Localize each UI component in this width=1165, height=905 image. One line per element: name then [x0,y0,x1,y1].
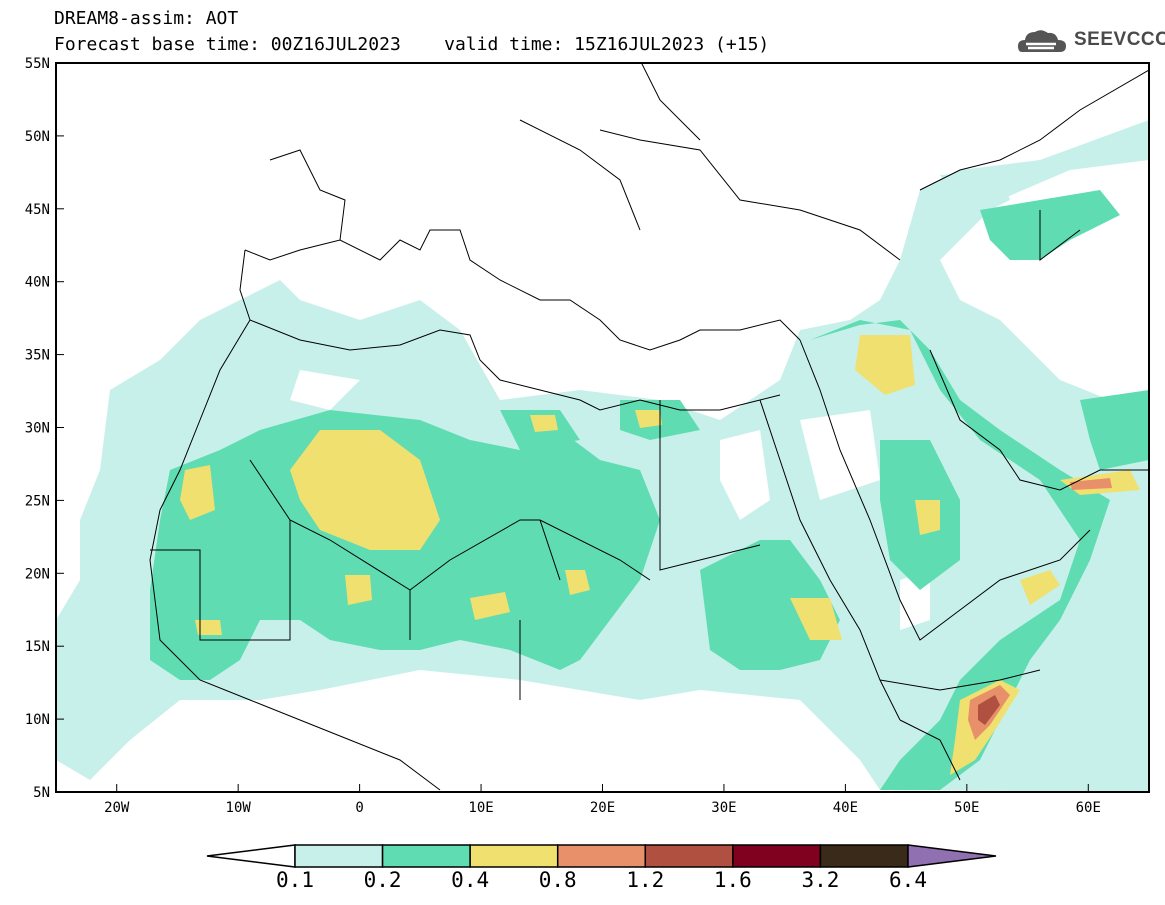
lat-label-30N: 30N [25,421,50,437]
lat-label-35N: 35N [25,348,50,364]
colorbar-label: 1.2 [626,868,665,892]
lon-label-0: 0 [355,800,363,816]
logo-text: SEEVCCC [1074,29,1165,50]
colorbar-label: 0.8 [538,868,577,892]
lon-label-50E: 50E [954,800,979,816]
colorbar-label: 6.4 [889,868,927,892]
forecast-time-subtitle: Forecast base time: 00Z16JUL2023 valid t… [54,34,770,55]
lon-label-10W: 10W [226,800,252,816]
aot-contour-fill [56,120,1149,792]
colorbar-box [556,844,647,868]
lon-label-30E: 30E [711,800,736,816]
colorbar-label: 0.4 [451,868,490,892]
colorbar-high-arrow [907,844,997,868]
colorbar-box [469,844,559,868]
colorbar-box [644,844,734,868]
lon-label-60E: 60E [1076,800,1101,816]
lon-label-10E: 10E [468,800,493,816]
lat-label-45N: 45N [25,202,50,218]
colorbar-box [819,844,909,868]
colorbar-box [381,844,471,868]
lat-label-15N: 15N [25,639,50,655]
lat-label-40N: 40N [25,275,50,291]
lat-label-55N: 55N [25,56,50,72]
cloud-logo-icon [1018,30,1066,52]
colorbar-label: 0.2 [363,868,402,892]
lon-label-20W: 20W [104,800,130,816]
lon-label-40E: 40E [833,800,858,816]
lat-label-10N: 10N [25,712,50,728]
map-title: DREAM8-assim: AOT [54,8,239,29]
colorbar-label: 1.6 [713,868,752,892]
colorbar-label: 0.1 [276,868,314,892]
longitude-axis: 20W 10W 0 10E 20E 30E 40E 50E 60E [104,784,1101,816]
colorbar [206,844,997,868]
colorbar-low-arrow [206,844,296,868]
coastlines [149,63,1149,791]
lon-label-20E: 20E [590,800,615,816]
colorbar-label: 3.2 [801,868,840,892]
latitude-axis: 55N 50N 45N 40N 35N 30N 25N 20N 15N 10N 5N [25,56,64,801]
colorbar-box [732,844,822,868]
lat-label-25N: 25N [25,493,50,509]
lat-label-5N: 5N [33,785,50,801]
lat-label-20N: 20N [25,566,50,582]
lat-label-50N: 50N [25,129,50,145]
colorbar-box [294,844,384,868]
